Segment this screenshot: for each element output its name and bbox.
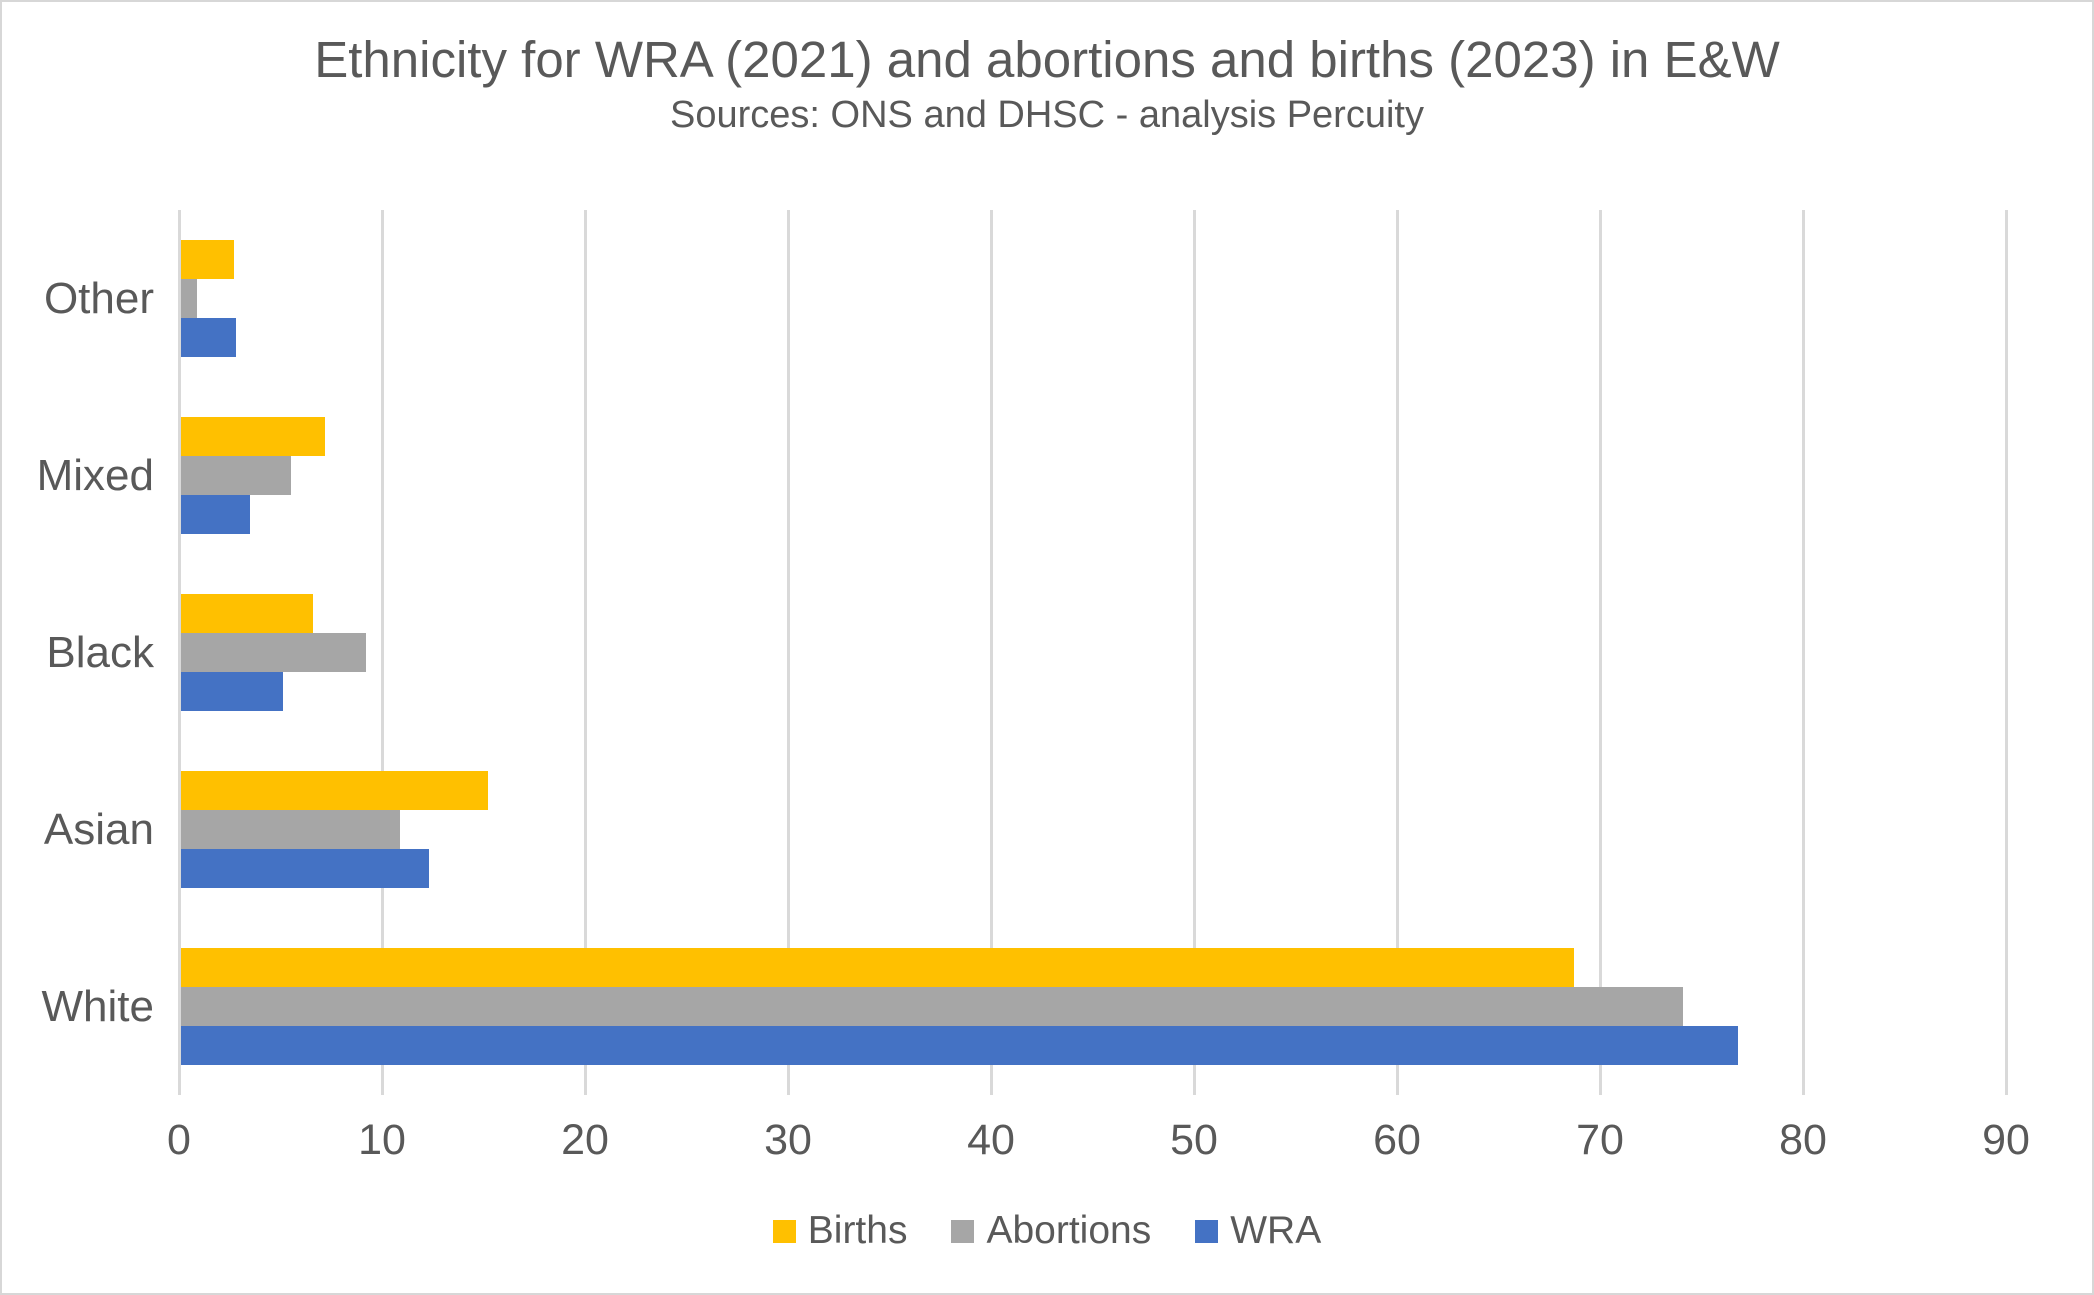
chart-title: Ethnicity for WRA (2021) and abortions a… (314, 31, 1780, 88)
gridline-x-70 (1598, 210, 1602, 1095)
x-tick-label-90: 90 (1982, 1116, 2030, 1164)
legend-swatch-abortions-icon (951, 1219, 975, 1243)
bar-wra-white (181, 1026, 1738, 1066)
legend: Births Abortions WRA (2, 1203, 2092, 1259)
x-tick-label-70: 70 (1576, 1116, 1624, 1164)
gridline-x-0 (177, 210, 181, 1095)
gridline-x-60 (1395, 210, 1399, 1095)
bar-abortions-other (181, 278, 198, 319)
x-tick-label-20: 20 (561, 1116, 609, 1164)
legend-item-wra: WRA (1195, 1209, 1321, 1253)
bar-wra-black (181, 672, 283, 712)
x-tick-label-50: 50 (1170, 1116, 1218, 1164)
bar-births-other (181, 239, 234, 279)
bar-abortions-black (181, 632, 366, 673)
gridline-x-80 (1801, 210, 1805, 1095)
gridline-x-20 (583, 210, 587, 1095)
legend-label-wra: WRA (1230, 1209, 1322, 1252)
x-tick-label-10: 10 (358, 1116, 406, 1164)
x-tick-label-30: 30 (764, 1116, 812, 1164)
category-label-black: Black (46, 627, 154, 677)
category-label-mixed: Mixed (36, 450, 154, 500)
x-tick-label-40: 40 (967, 1116, 1015, 1164)
legend-label-abortions: Abortions (986, 1209, 1152, 1252)
category-label-other: Other (43, 273, 154, 323)
gridline-x-40 (989, 210, 993, 1095)
bar-births-mixed (181, 416, 326, 456)
category-label-white: White (41, 981, 154, 1031)
legend-item-births: Births (772, 1209, 908, 1253)
legend-swatch-births-icon (772, 1219, 796, 1243)
category-label-asian: Asian (43, 804, 154, 854)
bar-abortions-white (181, 986, 1684, 1027)
bar-births-asian (181, 770, 488, 810)
chart-subtitle: Sources: ONS and DHSC - analysis Percuit… (670, 94, 1424, 136)
gridline-x-50 (1192, 210, 1196, 1095)
bar-births-white (181, 947, 1574, 987)
bar-abortions-mixed (181, 455, 291, 496)
gridline-x-30 (786, 210, 790, 1095)
bar-wra-asian (181, 849, 429, 889)
legend-label-births: Births (807, 1209, 908, 1252)
bar-wra-mixed (181, 495, 251, 535)
x-tick-label-60: 60 (1373, 1116, 1421, 1164)
bar-wra-other (181, 318, 236, 358)
legend-swatch-wra-icon (1195, 1219, 1219, 1243)
gridline-x-90 (2004, 210, 2008, 1095)
x-tick-label-0: 0 (167, 1116, 191, 1164)
legend-item-abortions: Abortions (951, 1209, 1151, 1253)
gridline-x-10 (380, 210, 384, 1095)
bar-abortions-asian (181, 809, 401, 850)
bar-births-black (181, 593, 313, 633)
x-tick-label-80: 80 (1779, 1116, 1827, 1164)
